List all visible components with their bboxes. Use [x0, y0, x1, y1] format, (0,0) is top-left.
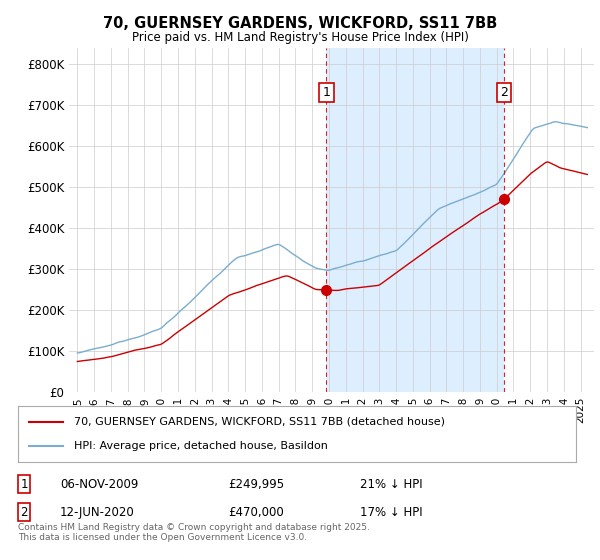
Text: HPI: Average price, detached house, Basildon: HPI: Average price, detached house, Basi… — [74, 441, 328, 451]
Text: 2: 2 — [500, 86, 508, 99]
Text: Contains HM Land Registry data © Crown copyright and database right 2025.
This d: Contains HM Land Registry data © Crown c… — [18, 522, 370, 542]
Bar — [326, 48, 504, 392]
Text: 2: 2 — [20, 506, 28, 519]
Text: Price paid vs. HM Land Registry's House Price Index (HPI): Price paid vs. HM Land Registry's House … — [131, 31, 469, 44]
Text: 1: 1 — [20, 478, 28, 491]
Text: £470,000: £470,000 — [228, 506, 284, 519]
Text: 70, GUERNSEY GARDENS, WICKFORD, SS11 7BB (detached house): 70, GUERNSEY GARDENS, WICKFORD, SS11 7BB… — [74, 417, 445, 427]
Text: £249,995: £249,995 — [228, 478, 284, 491]
Text: 70, GUERNSEY GARDENS, WICKFORD, SS11 7BB: 70, GUERNSEY GARDENS, WICKFORD, SS11 7BB — [103, 16, 497, 31]
Text: 12-JUN-2020: 12-JUN-2020 — [60, 506, 135, 519]
Text: 21% ↓ HPI: 21% ↓ HPI — [360, 478, 422, 491]
Text: 17% ↓ HPI: 17% ↓ HPI — [360, 506, 422, 519]
Text: 1: 1 — [323, 86, 331, 99]
Text: 06-NOV-2009: 06-NOV-2009 — [60, 478, 139, 491]
